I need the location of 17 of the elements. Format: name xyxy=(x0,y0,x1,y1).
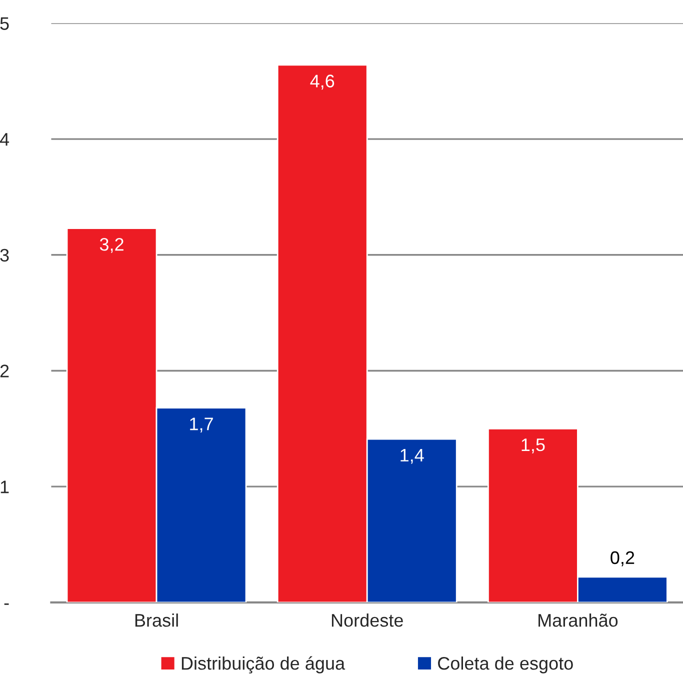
data-label: 4,6 xyxy=(310,74,334,90)
data-label: 3,2 xyxy=(100,238,124,253)
data-label: 1,7 xyxy=(190,418,213,432)
y-tick-label: - xyxy=(4,603,9,605)
y-tick-label: 3 xyxy=(0,248,9,262)
legend-label: Coleta de esgoto xyxy=(438,656,573,674)
data-label: 1,5 xyxy=(522,438,545,454)
data-label: 1,4 xyxy=(400,449,424,464)
x-tick-label: Brasil xyxy=(135,614,178,627)
y-tick-label: 2 xyxy=(0,364,9,378)
x-tick-label: Nordeste xyxy=(332,614,403,627)
y-tick-label: 4 xyxy=(0,133,10,146)
legend-label: Distribuição de água xyxy=(182,656,346,674)
y-tick-label: 1 xyxy=(0,480,9,494)
y-tick-label: 5 xyxy=(0,17,9,30)
x-tick-label: Maranhão xyxy=(538,614,618,627)
data-label: 0,2 xyxy=(610,551,634,566)
